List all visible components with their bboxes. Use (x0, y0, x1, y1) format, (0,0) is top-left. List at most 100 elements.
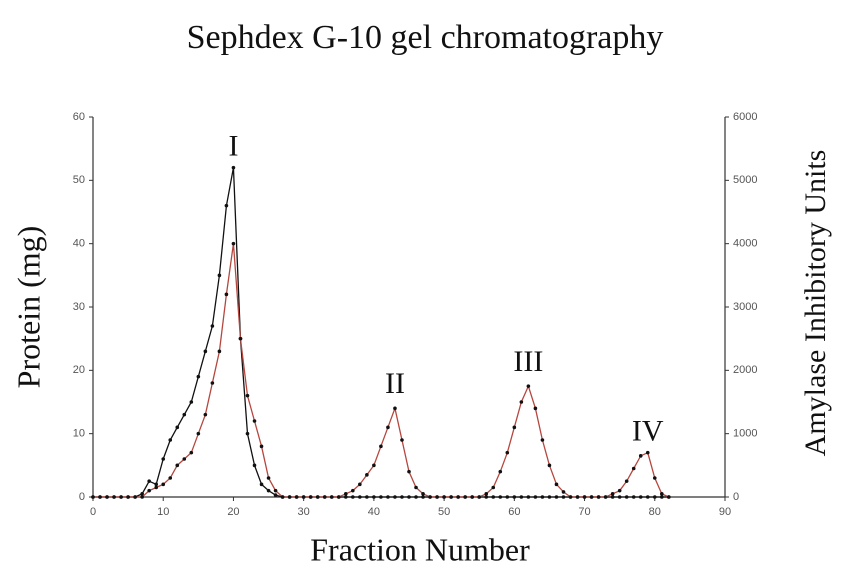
data-point (547, 495, 552, 499)
data-point (554, 495, 559, 499)
x-tick-label: 20 (227, 506, 239, 518)
data-point (526, 384, 531, 388)
data-point (414, 485, 418, 490)
data-point (631, 495, 636, 499)
data-point (540, 495, 545, 499)
y-axis-label: Protein (mg) (10, 226, 46, 389)
data-point (210, 381, 215, 385)
data-point (336, 495, 341, 499)
data-point (154, 485, 158, 490)
y-tick-label: 10 (73, 428, 85, 440)
y2-tick-label: 6000 (733, 111, 757, 123)
data-point (603, 495, 608, 499)
data-point (238, 336, 243, 341)
data-point (470, 495, 475, 499)
x-tick-label: 80 (649, 506, 661, 518)
data-point (168, 438, 173, 442)
data-point (652, 476, 657, 480)
y2-tick-label: 1000 (733, 428, 757, 440)
data-point (252, 463, 257, 468)
data-point (210, 324, 215, 328)
data-point (196, 374, 201, 379)
data-point (154, 482, 158, 487)
data-point (266, 488, 271, 493)
x-tick-label: 50 (438, 506, 450, 518)
y2-tick-label: 2000 (733, 364, 757, 376)
data-point (407, 495, 411, 499)
y2-axis-label: Amylase Inhibitory Units (799, 150, 832, 457)
data-point (561, 490, 566, 494)
data-point (266, 476, 271, 480)
data-point (91, 495, 95, 499)
data-point (660, 492, 664, 496)
peak-label: III (513, 345, 543, 378)
data-point (491, 485, 496, 490)
data-point (617, 495, 622, 499)
data-point (294, 495, 299, 499)
data-point (526, 495, 531, 499)
data-point (484, 495, 489, 499)
data-point (624, 495, 629, 499)
data-point (217, 349, 222, 354)
data-point (358, 495, 362, 499)
data-point (365, 495, 369, 499)
data-point (161, 482, 166, 487)
x-tick-label: 90 (719, 506, 731, 518)
data-point (660, 495, 664, 499)
data-point (308, 495, 313, 499)
data-point (252, 419, 257, 423)
data-point (645, 450, 650, 455)
data-point (610, 492, 615, 496)
data-point (400, 495, 404, 499)
y2-tick-label: 5000 (733, 174, 757, 186)
data-point (645, 495, 650, 499)
data-point (273, 488, 278, 493)
data-point (168, 476, 173, 480)
data-point (484, 492, 489, 496)
data-point (393, 495, 397, 499)
data-point (533, 495, 538, 499)
data-point (161, 457, 166, 461)
data-point (575, 495, 580, 499)
data-point (365, 473, 369, 477)
data-point (126, 495, 130, 499)
data-point (554, 482, 559, 487)
y-tick-label: 20 (73, 364, 85, 376)
x-tick-label: 40 (368, 506, 380, 518)
data-point (98, 495, 102, 499)
data-point (533, 406, 538, 411)
data-point (582, 495, 587, 499)
data-point (379, 495, 383, 499)
data-point (315, 495, 320, 499)
data-point (147, 479, 151, 483)
y-tick-label: 50 (73, 174, 85, 186)
data-point (505, 495, 510, 499)
peak-label: I (228, 130, 238, 163)
y2-tick-label: 3000 (733, 301, 757, 313)
data-point (140, 495, 144, 499)
data-point (224, 203, 229, 208)
data-point (428, 495, 432, 499)
data-point (568, 495, 573, 499)
data-point (231, 241, 236, 246)
data-point (519, 400, 524, 404)
data-point (505, 450, 510, 455)
data-point (393, 406, 397, 411)
data-point (182, 412, 187, 417)
data-point (196, 431, 201, 436)
data-point (386, 425, 390, 430)
data-point (372, 463, 376, 468)
peak-label: II (385, 367, 405, 400)
data-point (442, 495, 446, 499)
data-point (217, 273, 222, 278)
data-point (105, 495, 109, 499)
y-tick-label: 60 (73, 111, 85, 123)
data-point (400, 438, 404, 442)
data-point (147, 488, 151, 493)
data-point (519, 495, 524, 499)
data-point (667, 495, 671, 499)
data-point (273, 493, 278, 497)
data-point (414, 495, 418, 499)
data-point (203, 349, 208, 354)
data-point (344, 495, 348, 499)
